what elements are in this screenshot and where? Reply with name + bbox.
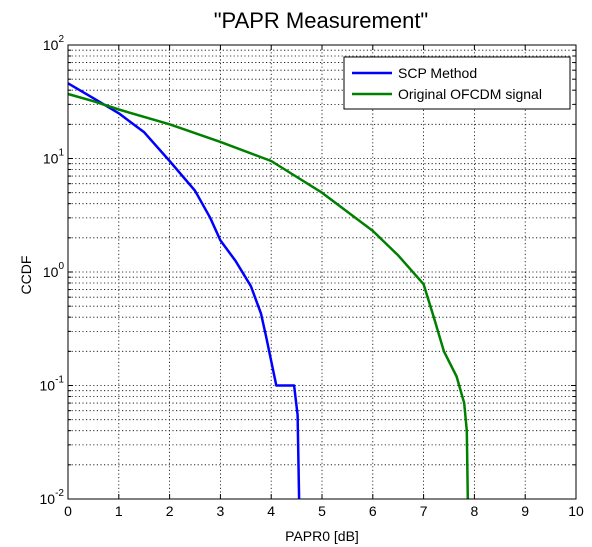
y-tick-exponent: -1 [55, 375, 64, 386]
legend-entry: SCP Method [398, 65, 477, 81]
x-tick-label: 9 [521, 503, 529, 519]
series-line [67, 82, 301, 500]
x-tick-label: 6 [369, 503, 377, 519]
x-tick-label: 10 [568, 503, 584, 519]
x-tick-label: 7 [420, 503, 428, 519]
series-lines [67, 82, 470, 500]
x-tick-label: 1 [115, 503, 123, 519]
legend-box [343, 56, 571, 110]
y-tick-exponent: 2 [58, 34, 64, 45]
y-tick-label: 100 [43, 261, 65, 280]
x-tick-label: 0 [64, 503, 72, 519]
y-axis-label: CCDF [18, 256, 34, 295]
legend-entry: Original OFCDM signal [398, 86, 542, 102]
y-tick-label: 10-2 [40, 488, 65, 507]
x-axis-label: PAPR0 [dB] [285, 528, 359, 544]
y-tick-label: 101 [43, 148, 65, 167]
y-tick-exponent: 0 [58, 261, 64, 272]
x-tick-label: 4 [267, 503, 275, 519]
x-tick-label: 5 [318, 503, 326, 519]
y-tick-label: 102 [43, 34, 65, 53]
x-tick-label: 8 [471, 503, 479, 519]
y-tick-exponent: -2 [55, 488, 64, 499]
grid [68, 45, 576, 499]
legend: SCP Method Original OFCDM signal [343, 56, 571, 110]
y-tick-label: 10-1 [40, 375, 65, 394]
series-line [67, 92, 470, 500]
x-tick-label: 2 [166, 503, 174, 519]
x-tick-label: 3 [217, 503, 225, 519]
chart-title: "PAPR Measurement" [214, 8, 429, 33]
y-tick-exponent: 1 [58, 148, 64, 159]
